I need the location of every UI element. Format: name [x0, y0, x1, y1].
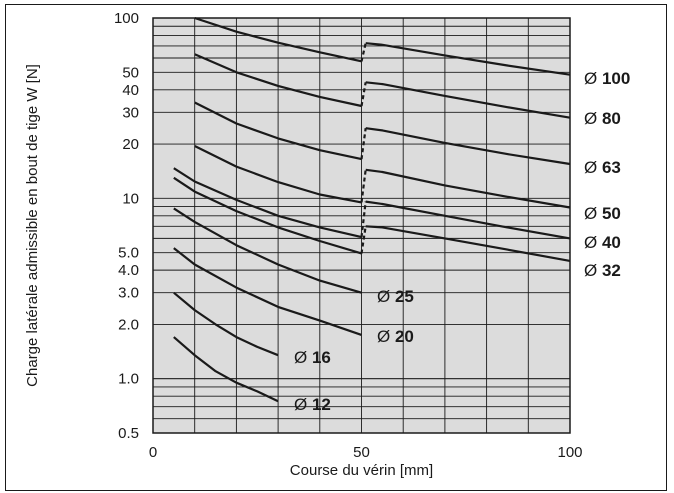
- y-tick-label: 0.5: [118, 425, 139, 442]
- series-line: [365, 225, 571, 262]
- series-label-symbol: Ø: [584, 261, 602, 280]
- series-label: Ø 32: [584, 261, 621, 280]
- y-tick-label: 100: [114, 10, 139, 27]
- series-line: [365, 200, 571, 240]
- y-tick-label: 20: [122, 136, 139, 153]
- x-axis-label: Course du vérin [mm]: [290, 462, 433, 479]
- series-labels: Ø 12Ø 16Ø 20Ø 25Ø 32Ø 40Ø 50Ø 63Ø 80Ø 10…: [294, 69, 630, 414]
- series-label: Ø 40: [584, 233, 621, 252]
- series-label-size: 100: [602, 69, 630, 88]
- y-tick-label: 5.0: [118, 245, 139, 262]
- transition-dash: [360, 169, 367, 203]
- series-line: [173, 167, 362, 239]
- series-label: Ø 63: [584, 158, 621, 177]
- series-label-size: 80: [602, 109, 621, 128]
- series-line: [173, 247, 362, 336]
- chart-frame: [5, 4, 667, 491]
- y-tick-label: 40: [122, 82, 139, 99]
- series-line: [194, 101, 362, 161]
- series-label-size: 20: [395, 327, 414, 346]
- x-tick-label: 50: [353, 444, 370, 461]
- transition-dash: [360, 201, 367, 238]
- series-label-symbol: Ø: [584, 158, 602, 177]
- series-line: [365, 127, 571, 166]
- series-label-symbol: Ø: [584, 69, 602, 88]
- y-tick-label: 50: [122, 64, 139, 81]
- series-label-symbol: Ø: [584, 233, 602, 252]
- series-line: [173, 207, 362, 294]
- y-tick-label: 10: [122, 190, 139, 207]
- series-label-size: 25: [395, 287, 414, 306]
- plot-border: [152, 17, 571, 434]
- series-label-size: 16: [312, 348, 331, 367]
- series-label-symbol: Ø: [584, 204, 602, 223]
- y-tick-label: 1.0: [118, 371, 139, 388]
- series-line: [365, 42, 571, 76]
- series-line: [194, 53, 362, 108]
- series-label: Ø 80: [584, 109, 621, 128]
- series-label: Ø 25: [377, 287, 414, 306]
- y-tick-label: 3.0: [118, 285, 139, 302]
- series-label: Ø 50: [584, 204, 621, 223]
- series-label-size: 32: [602, 261, 621, 280]
- transition-dash: [360, 128, 367, 160]
- series-label-size: 63: [602, 158, 621, 177]
- y-tick-label: 2.0: [118, 316, 139, 333]
- series-label: Ø 12: [294, 395, 331, 414]
- series-line: [194, 16, 362, 63]
- series-label-size: 50: [602, 204, 621, 223]
- series-label-symbol: Ø: [377, 327, 395, 346]
- y-axis-label: Charge latérale admissible en bout de ti…: [24, 64, 41, 387]
- series-line: [173, 176, 362, 255]
- transition-dash: [360, 226, 367, 254]
- y-tick-label: 30: [122, 104, 139, 121]
- series-line: [173, 291, 279, 357]
- x-tick-label: 0: [149, 444, 157, 461]
- series-label-size: 12: [312, 395, 331, 414]
- series-label-symbol: Ø: [294, 395, 312, 414]
- series-label: Ø 16: [294, 348, 331, 367]
- series-label-symbol: Ø: [584, 109, 602, 128]
- series-line: [173, 336, 279, 403]
- x-tick-label: 100: [557, 444, 582, 461]
- series-label-size: 40: [602, 233, 621, 252]
- y-tick-label: 4.0: [118, 262, 139, 279]
- transition-dash: [360, 42, 367, 62]
- series-layer: [173, 16, 571, 403]
- series-line: [365, 168, 571, 209]
- series-line: [365, 81, 571, 119]
- series-label: Ø 20: [377, 327, 414, 346]
- series-line: [194, 145, 362, 204]
- series-label: Ø 100: [584, 69, 630, 88]
- series-label-symbol: Ø: [377, 287, 395, 306]
- series-label-symbol: Ø: [294, 348, 312, 367]
